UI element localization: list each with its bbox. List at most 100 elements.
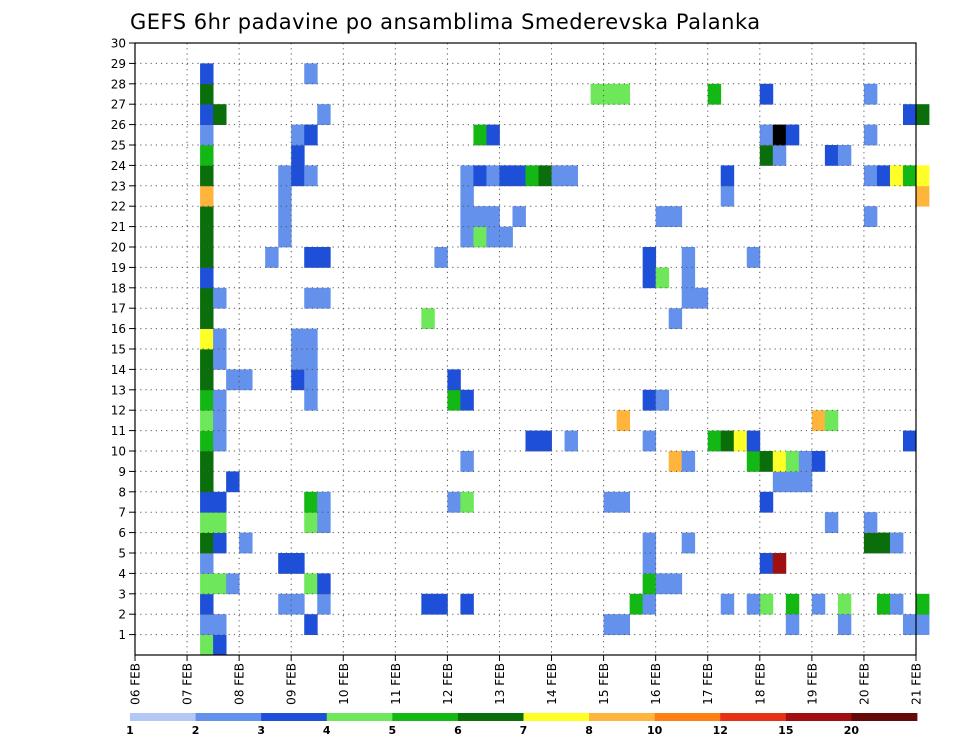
precip-cell [213,512,227,533]
y-tick-label: 3 [118,587,126,601]
precip-cell [785,451,800,472]
precip-cell [603,614,618,635]
colorbar-segment [720,713,787,721]
precip-cell [785,471,800,493]
precip-cell [837,593,852,615]
precip-cell [200,593,214,615]
precip-cell [473,226,487,248]
precip-cell [811,593,826,615]
precip-cell [824,145,839,166]
precip-cell [304,287,318,309]
colorbar-legend: 1 2 3 4 5 6 7 8 10 12 15 20 [126,713,918,737]
precip-cell [564,430,578,452]
precip-cell [200,63,214,85]
colorbar-label: 10 [647,724,663,737]
precip-cell [720,165,735,187]
precip-cell [200,308,214,329]
precip-cell [916,593,930,615]
precip-cell [629,593,644,615]
colorbar-segment [261,713,328,721]
y-tick-label: 27 [111,98,126,112]
y-tick-label: 19 [111,261,126,275]
precip-cell [226,369,240,391]
precip-cell [460,451,474,472]
precip-cell [616,614,631,635]
precip-cell [304,328,318,350]
precip-cell [304,124,318,146]
y-tick-label: 23 [111,179,126,193]
precip-cell [889,165,904,187]
precip-cell [837,614,852,635]
precip-cell [525,165,539,187]
precip-cell [772,124,787,146]
precip-cell [213,410,227,431]
precip-cell [681,267,696,289]
y-tick-label: 5 [118,547,126,561]
precip-cell [902,430,917,452]
precip-cell [668,308,683,329]
precip-cell [434,593,448,615]
precip-cell [746,451,761,472]
precip-cell [317,491,331,513]
precip-cell [863,83,878,105]
y-tick-label: 14 [111,363,126,377]
precip-cell [213,491,227,513]
precip-cell [200,553,214,574]
precip-cell [200,124,214,146]
x-tick-label: 07 FEB [181,663,195,705]
precip-cell [421,593,435,615]
x-tick-label: 06 FEB [129,663,143,705]
y-tick-label: 2 [118,608,126,622]
colorbar-segment [654,713,721,721]
precip-cell [512,165,526,187]
precip-cell [798,471,813,493]
y-tick-label: 15 [111,343,126,357]
precip-cell [590,83,604,105]
precip-cell [291,124,305,146]
precip-cell [278,593,292,615]
precip-cell [525,430,539,452]
precip-cell [304,369,318,391]
precip-cell [317,512,331,533]
precip-cell [200,573,214,595]
precip-cell [317,573,331,595]
y-tick-label: 10 [111,445,126,459]
precip-cell [200,430,214,452]
precip-cell [655,573,670,595]
precip-cell [694,287,709,309]
y-tick-label: 30 [111,37,126,51]
precip-cell [278,226,292,248]
precip-cell [304,63,318,85]
precip-cell [746,593,761,615]
precip-cell [200,471,214,493]
precip-cell [304,349,318,370]
precip-cell [837,145,852,166]
precip-cell [603,491,618,513]
precip-cell [200,349,214,370]
precip-cell [486,165,500,187]
precip-cell [460,185,474,207]
precip-cell [200,634,214,656]
precip-cell [616,491,631,513]
precip-cell [902,104,917,125]
x-tick-label: 15 FEB [597,663,611,705]
precip-cell [200,389,214,411]
precip-cell [759,451,774,472]
y-tick-label: 17 [111,302,126,316]
colorbar-segment [851,713,918,721]
precip-cell [460,389,474,411]
x-tick-label: 14 FEB [545,663,559,705]
precip-cell [447,369,461,391]
precip-cell [916,614,930,635]
y-tick-label: 8 [118,485,126,499]
precip-cell [317,247,331,268]
precip-cell [863,512,878,533]
y-tick-label: 1 [118,628,126,642]
precip-cell [642,573,657,595]
precip-cell [460,226,474,248]
precip-cell [317,104,331,125]
precip-cell [460,165,474,187]
colorbar-label: 3 [257,724,265,737]
precip-cell [551,165,565,187]
precip-cell [863,165,878,187]
